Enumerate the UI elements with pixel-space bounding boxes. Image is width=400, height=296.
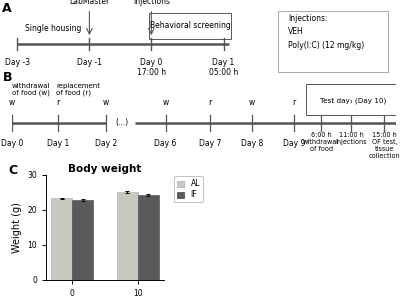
Text: Day -3: Day -3 [4, 58, 30, 67]
Text: Day 2: Day 2 [95, 139, 117, 147]
Text: w: w [249, 98, 255, 107]
Text: A: A [2, 2, 11, 15]
Text: Test day₁ (Day 10): Test day₁ (Day 10) [320, 97, 386, 104]
Y-axis label: Weight (g): Weight (g) [12, 202, 22, 252]
Bar [117, 192, 138, 280]
Text: Day 0: Day 0 [1, 139, 23, 147]
Text: 11:00 h
injections: 11:00 h injections [335, 132, 367, 145]
Title: Body weight: Body weight [68, 164, 142, 174]
Text: Day 9: Day 9 [283, 139, 306, 147]
Bar [51, 198, 72, 280]
Text: Day 8: Day 8 [241, 139, 263, 147]
Text: 15:00 h
OF test,
tissue
collection: 15:00 h OF test, tissue collection [369, 132, 400, 159]
Text: Single housing: Single housing [25, 24, 82, 33]
Text: Injections: Injections [133, 0, 170, 6]
Text: Day 1: Day 1 [47, 139, 69, 147]
Legend: AL, IF: AL, IF [174, 176, 203, 202]
FancyBboxPatch shape [306, 84, 400, 115]
Text: w: w [9, 98, 15, 107]
Text: Day -1: Day -1 [77, 58, 102, 67]
FancyBboxPatch shape [149, 13, 231, 39]
Text: LabMaster: LabMaster [69, 0, 110, 6]
Text: r: r [293, 98, 296, 107]
Text: B: B [2, 71, 12, 84]
Text: w: w [162, 98, 169, 107]
Text: Day 6: Day 6 [154, 139, 177, 147]
Bar [72, 200, 93, 280]
Text: C: C [8, 164, 17, 177]
Text: (...): (...) [115, 118, 128, 127]
Text: 6:00 h
withdrawal
of food: 6:00 h withdrawal of food [303, 132, 339, 152]
Text: replacement
of food (r): replacement of food (r) [56, 83, 100, 96]
Text: Day 0
17:00 h: Day 0 17:00 h [137, 58, 166, 77]
Text: Injections:
VEH
Poly(I:C) (12 mg/kg): Injections: VEH Poly(I:C) (12 mg/kg) [288, 14, 364, 50]
Text: withdrawal
of food (w): withdrawal of food (w) [12, 83, 50, 96]
FancyBboxPatch shape [278, 11, 388, 72]
Bar [138, 195, 159, 280]
Text: Day 1
05:00 h: Day 1 05:00 h [209, 58, 238, 77]
Text: Day 7: Day 7 [198, 139, 221, 147]
Text: Behavioral screening: Behavioral screening [150, 21, 230, 30]
Text: r: r [56, 98, 60, 107]
Text: r: r [208, 98, 211, 107]
Text: w: w [103, 98, 109, 107]
